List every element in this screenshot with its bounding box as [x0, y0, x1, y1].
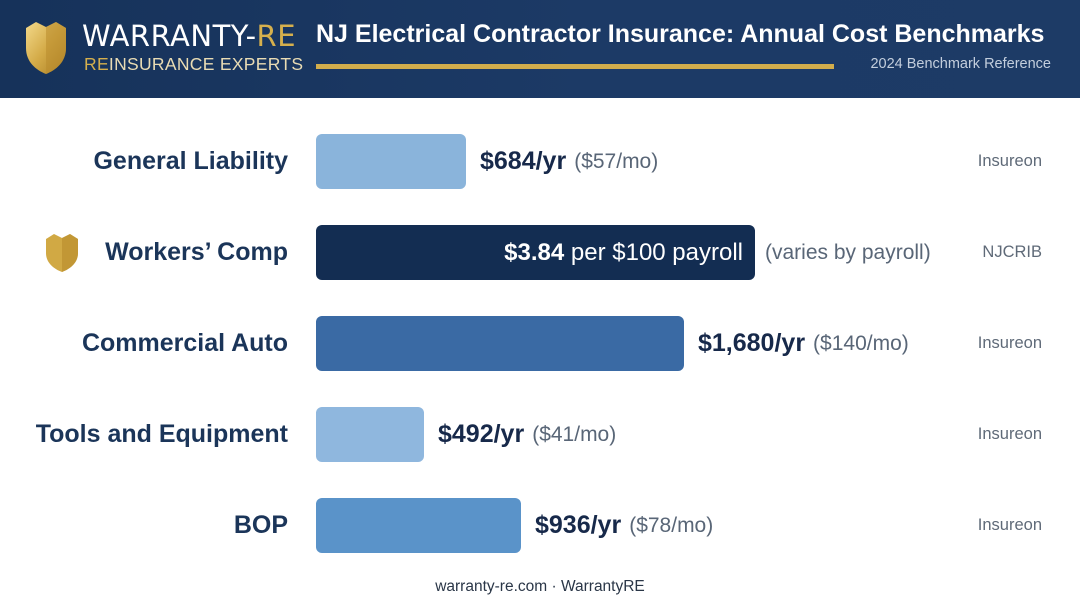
value-label-workers-comp: $3.84 per $100 payroll: [504, 225, 743, 280]
value-label-amount: $3.84: [504, 239, 565, 266]
note-label-general-liability: ($57/mo): [574, 150, 659, 173]
header-banner: WARRANTY-RE REINSURANCE EXPERTS NJ Elect…: [0, 0, 1080, 98]
category-label-general-liability: General Liability: [93, 147, 288, 175]
bar-bop: [316, 498, 521, 553]
title-underline: [316, 64, 834, 69]
gold-shield-icon: [46, 234, 78, 272]
brand-name-main: WARRANTY-: [82, 19, 257, 53]
category-label-commercial-auto: Commercial Auto: [81, 329, 288, 357]
category-label-workers-comp: Workers’ Comp: [105, 238, 288, 266]
note-label-bop: ($78/mo): [629, 514, 714, 537]
brand-name-accent: RE: [256, 19, 297, 53]
source-label-general-liability: Insureon: [977, 152, 1042, 170]
value-label-bop: $936/yr: [535, 511, 622, 539]
value-label-tools-and-equipment: $492/yr: [438, 420, 525, 448]
shield-logo-icon: [26, 22, 66, 74]
brand-tagline-accent: RE: [84, 54, 109, 74]
brand-tagline-rest: INSURANCE EXPERTS: [108, 54, 304, 74]
bar-general-liability: [316, 134, 466, 189]
bar-tools-and-equipment: [316, 407, 424, 462]
chart-plot-area: General Liability $684/yr ($57/mo) Insureon…: [0, 98, 1080, 568]
value-label-unit: per $100 payroll: [564, 239, 743, 266]
source-label-bop: Insureon: [977, 516, 1042, 534]
value-label-general-liability: $684/yr: [480, 147, 567, 175]
brand-name: WARRANTY-RE: [82, 19, 296, 53]
bar-commercial-auto: [316, 316, 684, 371]
note-label-tools-and-equipment: ($41/mo): [532, 423, 617, 446]
footer-credit: warranty-re.com · WarrantyRE: [435, 578, 645, 595]
chart-subtitle: 2024 Benchmark Reference: [870, 56, 1051, 72]
category-label-bop: BOP: [233, 511, 288, 539]
source-label-workers-comp: NJCRIB: [982, 243, 1042, 261]
note-label-commercial-auto: ($140/mo): [813, 332, 909, 355]
source-label-commercial-auto: Insureon: [977, 334, 1042, 352]
chart-title: NJ Electrical Contractor Insurance: Annu…: [316, 20, 1045, 48]
value-label-commercial-auto: $1,680/yr: [698, 329, 806, 357]
note-label-workers-comp: (varies by payroll): [765, 241, 931, 264]
bar-workers-comp: $3.84 per $100 payroll: [316, 225, 755, 280]
source-label-tools-and-equipment: Insureon: [977, 425, 1042, 443]
brand-tagline: REINSURANCE EXPERTS: [84, 54, 303, 75]
category-label-tools-and-equipment: Tools and Equipment: [35, 420, 288, 448]
